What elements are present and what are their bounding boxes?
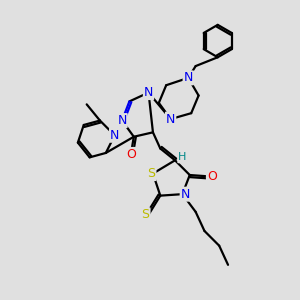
Text: N: N [166, 112, 175, 126]
Text: H: H [178, 152, 187, 162]
Text: S: S [142, 208, 150, 221]
Text: S: S [148, 167, 155, 180]
Text: N: N [184, 71, 193, 84]
Text: N: N [181, 188, 190, 201]
Text: N: N [110, 129, 119, 142]
Text: N: N [144, 86, 153, 99]
Text: O: O [126, 148, 136, 161]
Text: O: O [207, 170, 217, 183]
Text: N: N [117, 114, 127, 127]
